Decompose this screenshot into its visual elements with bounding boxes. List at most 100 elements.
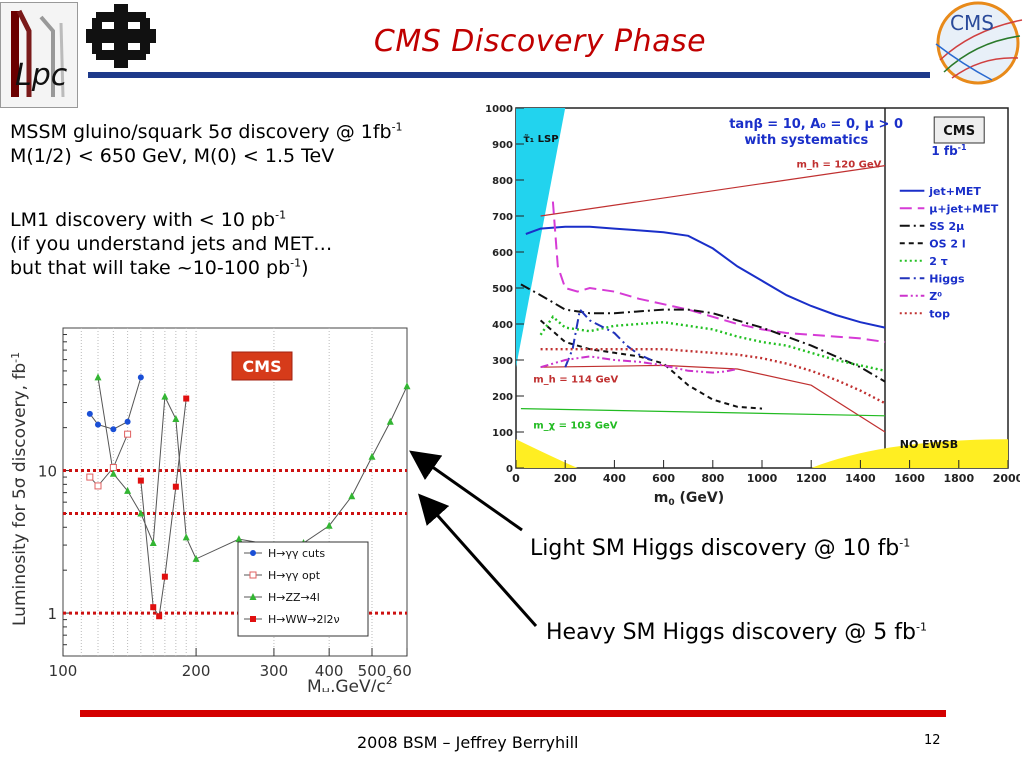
susy-header-line2: with systematics	[744, 133, 868, 148]
mass-limits-line: M(1/2) < 650 GeV, M(0) < 1.5 TeV	[10, 145, 335, 167]
higgs-data-point	[150, 604, 157, 611]
mh120-contour	[540, 165, 886, 217]
susy-x-tick-label: 800	[701, 472, 724, 485]
susy-series-line	[525, 225, 886, 329]
susy-legend-label: jet+MET	[928, 185, 981, 198]
susy-x-tick-label: 1800	[943, 472, 974, 485]
heavy-higgs-annotation: Heavy SM Higgs discovery @ 5 fb-1	[546, 620, 927, 645]
susy-x-tick-label: 400	[603, 472, 626, 485]
susy-x-axis-label-sub: 0	[668, 498, 674, 508]
susy-y-tick-label: 200	[492, 392, 513, 403]
mh114-label: m_h = 114 GeV	[533, 374, 618, 385]
mh114-contour	[540, 364, 886, 433]
higgs-data-point	[137, 374, 144, 381]
susy-legend-label: Higgs	[929, 272, 965, 285]
susy-y-tick-label: 500	[492, 284, 513, 295]
no-ewsb-label: NO EWSB	[900, 438, 958, 451]
higgs-data-point	[109, 464, 117, 472]
ww-curve	[140, 398, 187, 618]
higgs-data-point	[192, 554, 200, 562]
susy-legend-label: Z⁰	[929, 290, 942, 303]
higgs-data-point	[124, 418, 131, 425]
susy-x-axis-label: m0 (GeV)	[654, 490, 724, 508]
fermilab-logo	[86, 4, 156, 68]
higgs-data-point	[86, 410, 93, 417]
susy-y-tick-label: 600	[492, 248, 513, 259]
lpc-logo-text: Lpc	[15, 58, 68, 93]
higgs-data-point	[386, 417, 394, 425]
susy-y-tick-label: 300	[492, 356, 513, 367]
susy-y-tick-label: 0	[506, 464, 513, 475]
susy-cms-badge-text: CMS	[943, 124, 975, 139]
higgs-data-point	[95, 421, 102, 428]
susy-x-tick-label: 1000	[747, 472, 778, 485]
higgs-legend-marker	[250, 550, 256, 556]
susy-x-tick-label: 0	[512, 472, 520, 485]
mssm-line: MSSM gluino/squark 5σ discovery @ 1fb-1	[10, 120, 403, 143]
higgs-data-point	[172, 483, 179, 490]
no-ewsb-region-left	[516, 439, 578, 468]
higgs-data-point	[368, 452, 376, 460]
higgs-data-point	[94, 373, 102, 381]
susy-series-line	[540, 355, 738, 374]
higgs-x-tick-label: 200	[182, 662, 211, 680]
title-divider	[88, 72, 930, 78]
higgs-data-point	[124, 486, 132, 494]
higgs-x-tick-label: 500	[358, 662, 387, 680]
susy-series-line	[539, 315, 886, 372]
susy-x-tick-label: 600	[652, 472, 675, 485]
footer-divider	[80, 710, 946, 717]
footer-text: 2008 BSM – Jeffrey Berryhill	[357, 733, 579, 752]
susy-legend: jet+MET μ+jet+MET SS 2μ OS 2 l 2 τ Higgs Z⁰ top	[899, 185, 999, 320]
lm1-notes: LM1 discovery with < 10 pb-1 (if you und…	[10, 208, 332, 280]
susy-x-tick-label: 2000	[993, 472, 1020, 485]
higgs-legend-marker	[249, 593, 257, 600]
susy-lumi-sup: -1	[958, 143, 967, 152]
higgs-y-axis-label: Luminosity for 5σ discovery, fb-1	[9, 352, 30, 626]
susy-series-line	[540, 348, 886, 405]
higgs-data-point	[172, 414, 180, 422]
higgs-data-point	[161, 392, 169, 400]
mssm-notes: MSSM gluino/squark 5σ discovery @ 1fb-1 …	[10, 120, 403, 168]
higgs-x-tick-label: 100	[49, 662, 78, 680]
higgs-data-point	[110, 426, 117, 433]
lsp-region	[516, 108, 566, 368]
susy-series-line	[520, 283, 886, 383]
higgs-x-tick-label: 600	[393, 662, 412, 680]
susy-x-tick-label: 1400	[845, 472, 876, 485]
susy-y-tick-label: 900	[492, 140, 513, 151]
higgs-legend-label: H→γγ cuts	[268, 547, 325, 560]
higgs-data-point	[183, 395, 190, 402]
higgs-data-point	[137, 509, 145, 517]
higgs-legend-marker	[250, 616, 256, 622]
susy-y-tick-label: 400	[492, 320, 513, 331]
susy-y-tick-label: 100	[492, 428, 513, 439]
higgs-y-axis-label-sup: -1	[9, 352, 22, 363]
jets-met-line: (if you understand jets and MET…	[10, 233, 333, 255]
higgs-legend-label: H→γγ opt	[268, 569, 321, 582]
susy-header-line1: tanβ = 10, A₀ = 0, μ > 0	[729, 117, 903, 132]
higgs-data-point	[109, 469, 117, 477]
higgs-data-point	[325, 521, 333, 529]
page-number: 12	[924, 733, 941, 748]
higgs-legend-box	[237, 541, 369, 637]
higgs-legend-label: H→ZZ→4l	[268, 591, 320, 604]
higgs-data-point	[149, 539, 157, 547]
higgs-data-point	[124, 430, 132, 438]
light-higgs-arrow	[409, 450, 523, 532]
susy-y-tick-label: 700	[492, 212, 513, 223]
lpc-logo: Lpc	[0, 2, 78, 108]
higgs-data-point	[403, 382, 411, 390]
lsp-label: τ̃₁ LSP	[523, 133, 558, 145]
slide-title: CMS Discovery Phase	[373, 24, 707, 59]
susy-series-line	[564, 307, 652, 368]
lumi-range-line: but that will take ~10-100 pb-1)	[10, 256, 309, 279]
higgs-data-point	[137, 477, 144, 484]
susy-legend-label: 2 τ	[929, 255, 948, 268]
susy-x-tick-label: 200	[554, 472, 577, 485]
lm1-line: LM1 discovery with < 10 pb-1	[10, 208, 287, 231]
susy-x-tick-label: 1600	[894, 472, 925, 485]
susy-y-tick-label: 800	[492, 176, 513, 187]
higgs-data-point	[348, 492, 356, 500]
